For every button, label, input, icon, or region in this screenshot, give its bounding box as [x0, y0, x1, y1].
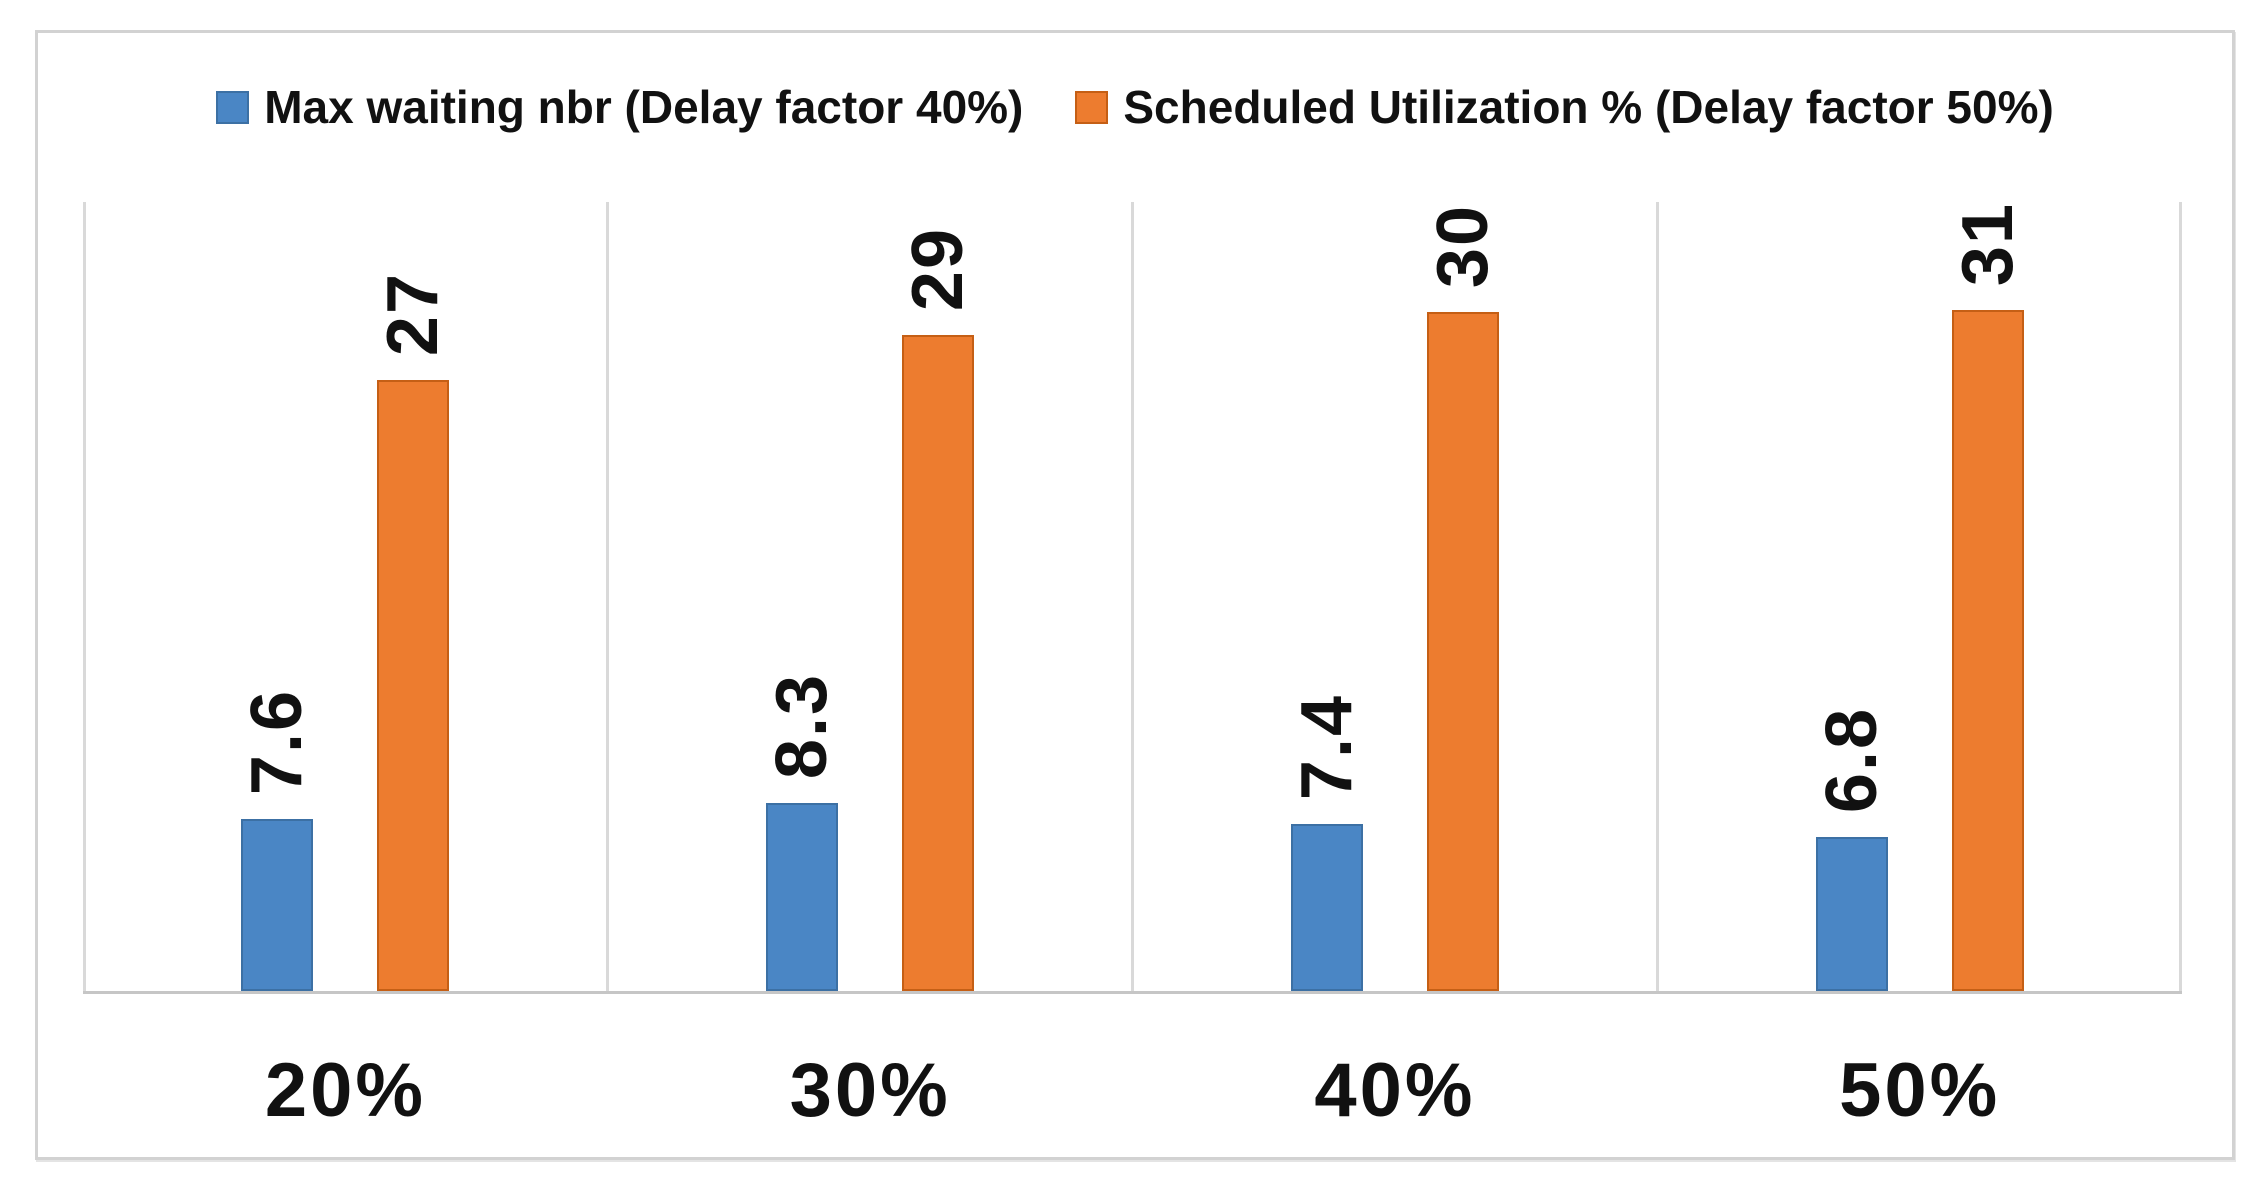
- legend: Max waiting nbr (Delay factor 40%) Sched…: [38, 80, 2232, 134]
- legend-label-scheduled-utilization: Scheduled Utilization % (Delay factor 50…: [1123, 81, 2054, 133]
- bar-column: 31: [1947, 202, 2028, 991]
- bar-value-label: 7.6: [237, 688, 318, 795]
- bar-value-label: 30: [1422, 203, 1503, 288]
- x-axis: 20% 30% 40% 50%: [83, 1047, 2182, 1134]
- bar-blue-50pct: [1815, 837, 1888, 991]
- bar-column: 8.3: [762, 202, 843, 991]
- bar-value-label: 29: [898, 226, 979, 311]
- bar-value-label: 27: [373, 271, 454, 356]
- category-separator-gridline: [606, 202, 610, 991]
- bar-column: 7.6: [237, 202, 318, 991]
- legend-item-max-waiting: Max waiting nbr (Delay factor 40%): [216, 80, 1023, 134]
- bar-value-label: 8.3: [762, 672, 843, 779]
- category-label-20pct: 20%: [264, 1048, 426, 1133]
- plot-area: 7.6 27 8.3 29 7.4 30 6.8 31: [83, 202, 2182, 994]
- bar-column: 30: [1422, 202, 1503, 991]
- bar-group-50pct: 6.8 31: [1657, 202, 2182, 991]
- chart-frame: Max waiting nbr (Delay factor 40%) Sched…: [35, 30, 2235, 1160]
- bar-orange-50pct: [1951, 310, 2024, 991]
- bar-column: 27: [373, 202, 454, 991]
- bar-groups: 7.6 27 8.3 29 7.4 30 6.8 31: [83, 202, 2182, 991]
- category-label-30pct: 30%: [789, 1048, 951, 1133]
- bar-column: 6.8: [1811, 202, 1892, 991]
- legend-label-max-waiting: Max waiting nbr (Delay factor 40%): [264, 81, 1024, 133]
- category-label-40pct: 40%: [1314, 1048, 1476, 1133]
- category-separator-gridline: [83, 202, 86, 991]
- bar-blue-30pct: [766, 803, 839, 991]
- category-separator-gridline: [1655, 202, 1659, 991]
- bar-group-30pct: 8.3 29: [608, 202, 1133, 991]
- bar-orange-40pct: [1426, 312, 1499, 991]
- legend-item-scheduled-utilization: Scheduled Utilization % (Delay factor 50…: [1075, 80, 2054, 134]
- bar-blue-20pct: [241, 819, 314, 991]
- bar-orange-20pct: [377, 380, 450, 991]
- bar-value-label: 31: [1947, 202, 2028, 287]
- bar-blue-40pct: [1290, 824, 1363, 991]
- bar-orange-30pct: [902, 335, 975, 991]
- bar-column: 29: [898, 202, 979, 991]
- legend-swatch-orange-icon: [1075, 90, 1109, 124]
- category-separator-gridline: [1131, 202, 1134, 991]
- bar-group-40pct: 7.4 30: [1133, 202, 1658, 991]
- category-separator-gridline: [2179, 202, 2182, 991]
- bar-group-20pct: 7.6 27: [83, 202, 608, 991]
- legend-swatch-blue-icon: [216, 90, 250, 124]
- bar-value-label: 7.4: [1286, 693, 1367, 800]
- category-label-50pct: 50%: [1839, 1048, 2001, 1133]
- bar-column: 7.4: [1286, 202, 1367, 991]
- bar-value-label: 6.8: [1811, 706, 1892, 813]
